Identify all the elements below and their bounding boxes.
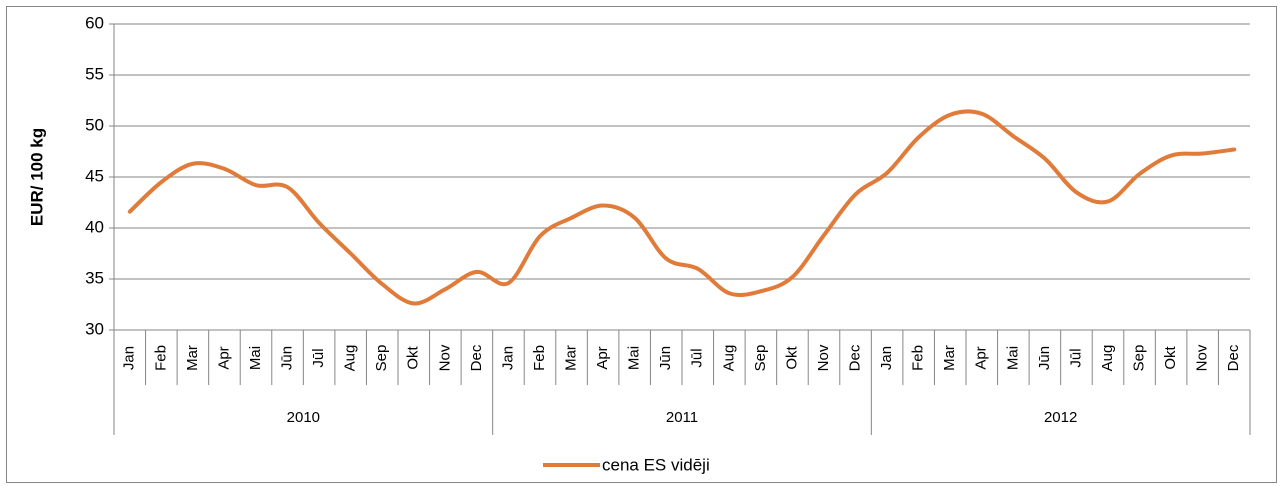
x-tick-label: Mai (626, 346, 643, 370)
x-tick-label: Okt (405, 346, 422, 370)
x-tick-label: Jūl (1067, 348, 1084, 367)
series-line (127, 109, 1237, 306)
x-tick-label: Mar (184, 345, 201, 371)
x-tick-label: Jan (121, 346, 138, 370)
x-tick-label: Sep (1131, 345, 1148, 372)
x-tick-label: Feb (152, 345, 169, 371)
y-tick-label: 30 (85, 319, 104, 338)
x-tick-label: Aug (1099, 345, 1116, 372)
x-tick-label: Jan (499, 346, 516, 370)
x-tick-label: Jūn (279, 346, 296, 370)
x-tick-label: Sep (373, 345, 390, 372)
x-tick-label: Dec (468, 344, 485, 371)
y-tick-label: 35 (85, 268, 104, 287)
x-tick-label: Jūl (689, 348, 706, 367)
y-axis-label: EUR/ 100 kg (27, 128, 46, 226)
x-tick-label: Mai (247, 346, 264, 370)
x-tick-label: Okt (1162, 346, 1179, 370)
y-tick-label: 45 (85, 166, 104, 185)
x-tick-label: Feb (531, 345, 548, 371)
x-tick-label: Nov (436, 344, 453, 371)
y-tick-label: 50 (85, 115, 104, 134)
x-tick-label: Jan (878, 346, 895, 370)
group-label: 2012 (1044, 409, 1077, 426)
x-tick-label: Apr (215, 346, 232, 369)
x-tick-label: Dec (1225, 344, 1242, 371)
x-tick-label: Jūl (310, 348, 327, 367)
x-tick-label: Okt (783, 346, 800, 370)
x-tick-label: Aug (342, 345, 359, 372)
x-tick-label: Nov (1194, 344, 1211, 371)
x-tick-label: Feb (910, 345, 927, 371)
x-tick-label: Apr (594, 346, 611, 369)
y-tick-label: 40 (85, 217, 104, 236)
x-tick-label: Jūn (657, 346, 674, 370)
y-tick-label: 55 (85, 64, 104, 83)
x-tick-label: Nov (815, 344, 832, 371)
x-tick-label: Mai (1004, 346, 1021, 370)
chart-border (6, 6, 1277, 483)
legend-label: cena ES vidēji (602, 455, 710, 474)
x-tick-label: Dec (847, 344, 864, 371)
x-tick-label: Mar (563, 345, 580, 371)
x-tick-label: Aug (720, 345, 737, 372)
y-tick-label: 60 (85, 13, 104, 32)
group-label: 2010 (287, 409, 320, 426)
x-tick-label: Sep (752, 345, 769, 372)
x-tick-label: Apr (973, 346, 990, 369)
group-label: 2011 (666, 409, 698, 426)
x-tick-label: Mar (941, 345, 958, 371)
x-tick-label: Jūn (1036, 346, 1053, 370)
